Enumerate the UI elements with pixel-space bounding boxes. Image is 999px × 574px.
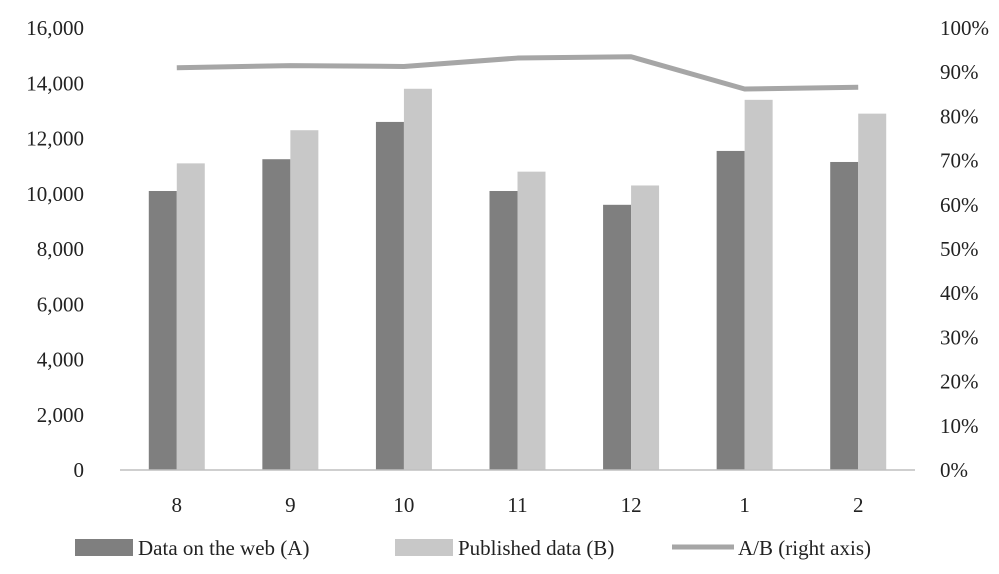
- bar: [603, 204, 632, 471]
- left-axis-tick-label: 14,000: [26, 71, 84, 95]
- legend-swatch: [395, 539, 453, 556]
- right-axis-tick-label: 60%: [940, 193, 979, 217]
- legend: Data on the web (A) Published data (B) A/B…: [75, 536, 871, 560]
- bar: [631, 185, 660, 470]
- series-line: [176, 54, 859, 92]
- x-axis-tick-label: 11: [507, 493, 527, 517]
- x-axis-tick-label: 8: [172, 493, 183, 517]
- bar: [262, 159, 291, 470]
- left-axis-tick-label: 2,000: [37, 403, 84, 427]
- bar: [176, 163, 205, 471]
- legend-item: Published data (B): [395, 536, 614, 560]
- x-axis-tick-label: 2: [853, 493, 864, 517]
- right-axis: 0% 10% 20% 30% 40% 50% 60% 70% 80% 90% 100%: [940, 16, 989, 482]
- legend-label: A/B (right axis): [738, 536, 871, 560]
- right-axis-tick-label: 30%: [940, 325, 979, 349]
- left-axis-tick-label: 6,000: [37, 292, 84, 316]
- bar: [716, 150, 745, 470]
- bar: [744, 99, 773, 470]
- left-axis: 0 2,000 4,000 6,000 8,000 10,000 12,000 14,000 1…: [26, 16, 84, 482]
- right-axis-tick-label: 40%: [940, 281, 979, 305]
- bar: [290, 130, 319, 470]
- legend-item: Data on the web (A): [75, 536, 309, 560]
- x-axis-tick-label: 9: [285, 493, 296, 517]
- right-axis-tick-label: 100%: [940, 16, 989, 40]
- left-axis-tick-label: 0: [74, 458, 85, 482]
- bar: [403, 88, 432, 471]
- x-axis-tick-label: 12: [621, 493, 642, 517]
- left-axis-tick-label: 10,000: [26, 182, 84, 206]
- x-axis-tick-label: 10: [393, 493, 414, 517]
- bar: [375, 121, 404, 471]
- right-axis-tick-label: 20%: [940, 370, 979, 394]
- bar: [489, 190, 518, 471]
- right-axis-tick-label: 0%: [940, 458, 968, 482]
- bar: [830, 161, 859, 470]
- legend-label: Data on the web (A): [138, 536, 309, 560]
- left-axis-tick-label: 16,000: [26, 16, 84, 40]
- bar: [517, 171, 546, 470]
- legend-item: A/B (right axis): [672, 536, 871, 560]
- right-axis-tick-label: 50%: [940, 237, 979, 261]
- x-axis-tick-label: 1: [739, 493, 750, 517]
- right-axis-tick-label: 90%: [940, 60, 979, 84]
- left-axis-tick-label: 4,000: [37, 348, 84, 372]
- legend-label: Published data (B): [458, 536, 614, 560]
- bar: [858, 113, 887, 470]
- right-axis-tick-label: 10%: [940, 414, 979, 438]
- legend-swatch: [75, 539, 133, 556]
- right-axis-tick-label: 70%: [940, 149, 979, 173]
- left-axis-tick-label: 12,000: [26, 127, 84, 151]
- bar: [148, 190, 177, 471]
- right-axis-tick-label: 80%: [940, 104, 979, 128]
- plot-area: [120, 54, 915, 471]
- x-axis: 8 9 10 11 12 1 2: [172, 493, 864, 517]
- left-axis-tick-label: 8,000: [37, 237, 84, 261]
